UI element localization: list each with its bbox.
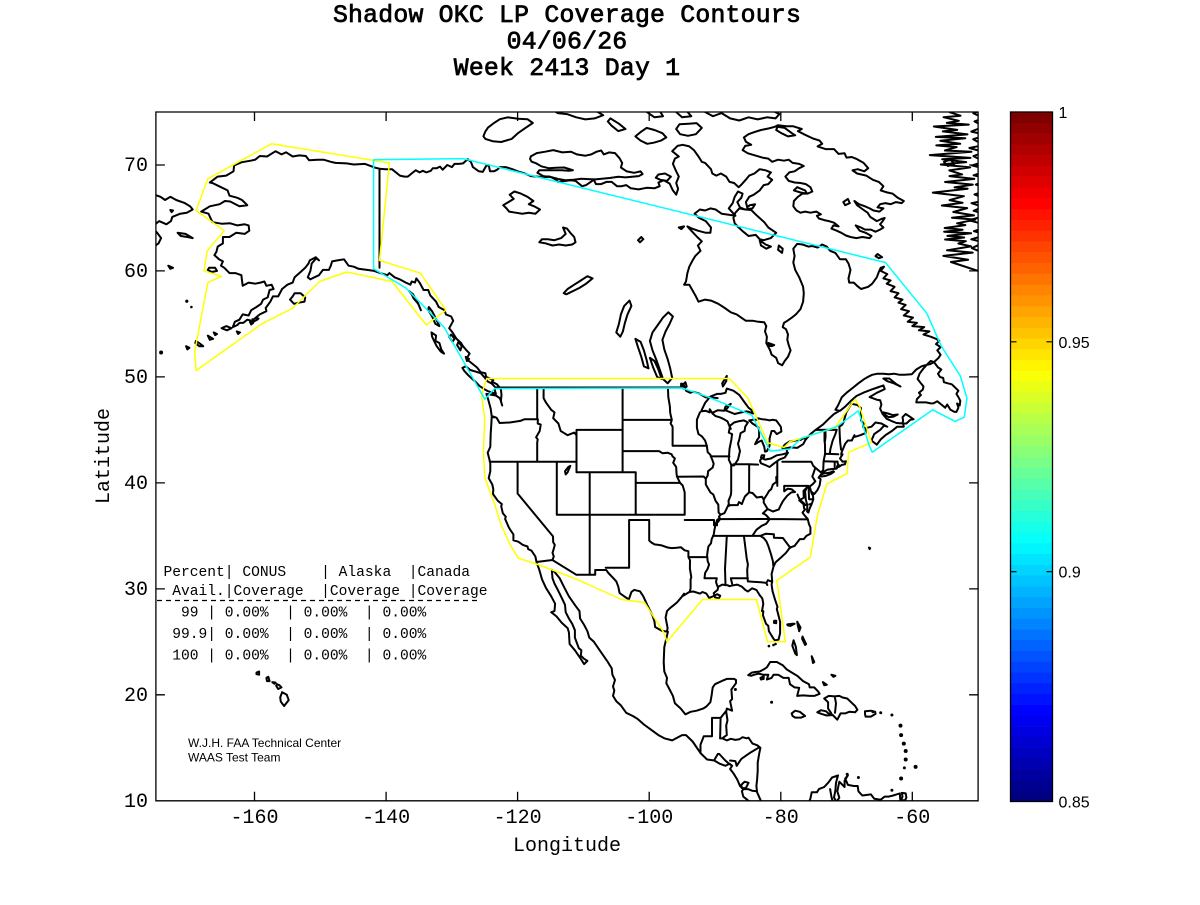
svg-text:70: 70: [124, 155, 148, 178]
svg-text:50: 50: [124, 367, 148, 390]
svg-text:-80: -80: [763, 807, 799, 830]
svg-text:-160: -160: [230, 807, 278, 830]
svg-text:Longitude: Longitude: [513, 835, 621, 858]
svg-text:0.9: 0.9: [1059, 565, 1081, 582]
svg-text:Shadow OKC LP Coverage Contour: Shadow OKC LP Coverage Contours: [333, 2, 801, 30]
svg-text:WAAS Test Team: WAAS Test Team: [188, 751, 280, 765]
svg-text:40: 40: [124, 473, 148, 496]
svg-text:100 | 0.00% | 0.00% | 0.00%: 100 | 0.00% | 0.00% | 0.00%: [164, 649, 427, 665]
svg-text:0.85: 0.85: [1059, 795, 1090, 812]
svg-text:99 | 0.00% | 0.00% | 0.00%: 99 | 0.00% | 0.00% | 0.00%: [164, 606, 427, 622]
svg-text:-120: -120: [494, 807, 542, 830]
svg-text:60: 60: [124, 261, 148, 284]
svg-text:W.J.H. FAA Technical Center: W.J.H. FAA Technical Center: [188, 736, 341, 750]
svg-text:99.9| 0.00% | 0.00% | 0.00%: 99.9| 0.00% | 0.00% | 0.00%: [164, 627, 427, 643]
svg-text:Avail.|Coverage |Coverage |Co: Avail.|Coverage |Coverage |Coverage: [164, 584, 488, 600]
svg-text:Percent| CONUS | Alaska |C: Percent| CONUS | Alaska |Canada: [164, 565, 471, 581]
svg-text:-60: -60: [894, 807, 930, 830]
svg-text:20: 20: [124, 685, 148, 708]
svg-text:0.95: 0.95: [1059, 335, 1090, 352]
svg-text:04/06/26: 04/06/26: [507, 29, 628, 57]
svg-text:30: 30: [124, 579, 148, 602]
svg-text:-140: -140: [362, 807, 410, 830]
svg-text:-100: -100: [625, 807, 673, 830]
svg-text:1: 1: [1059, 105, 1068, 122]
svg-text:Week 2413 Day 1: Week 2413 Day 1: [454, 55, 681, 83]
svg-text:10: 10: [124, 791, 148, 814]
svg-text:Latitude: Latitude: [93, 408, 116, 504]
